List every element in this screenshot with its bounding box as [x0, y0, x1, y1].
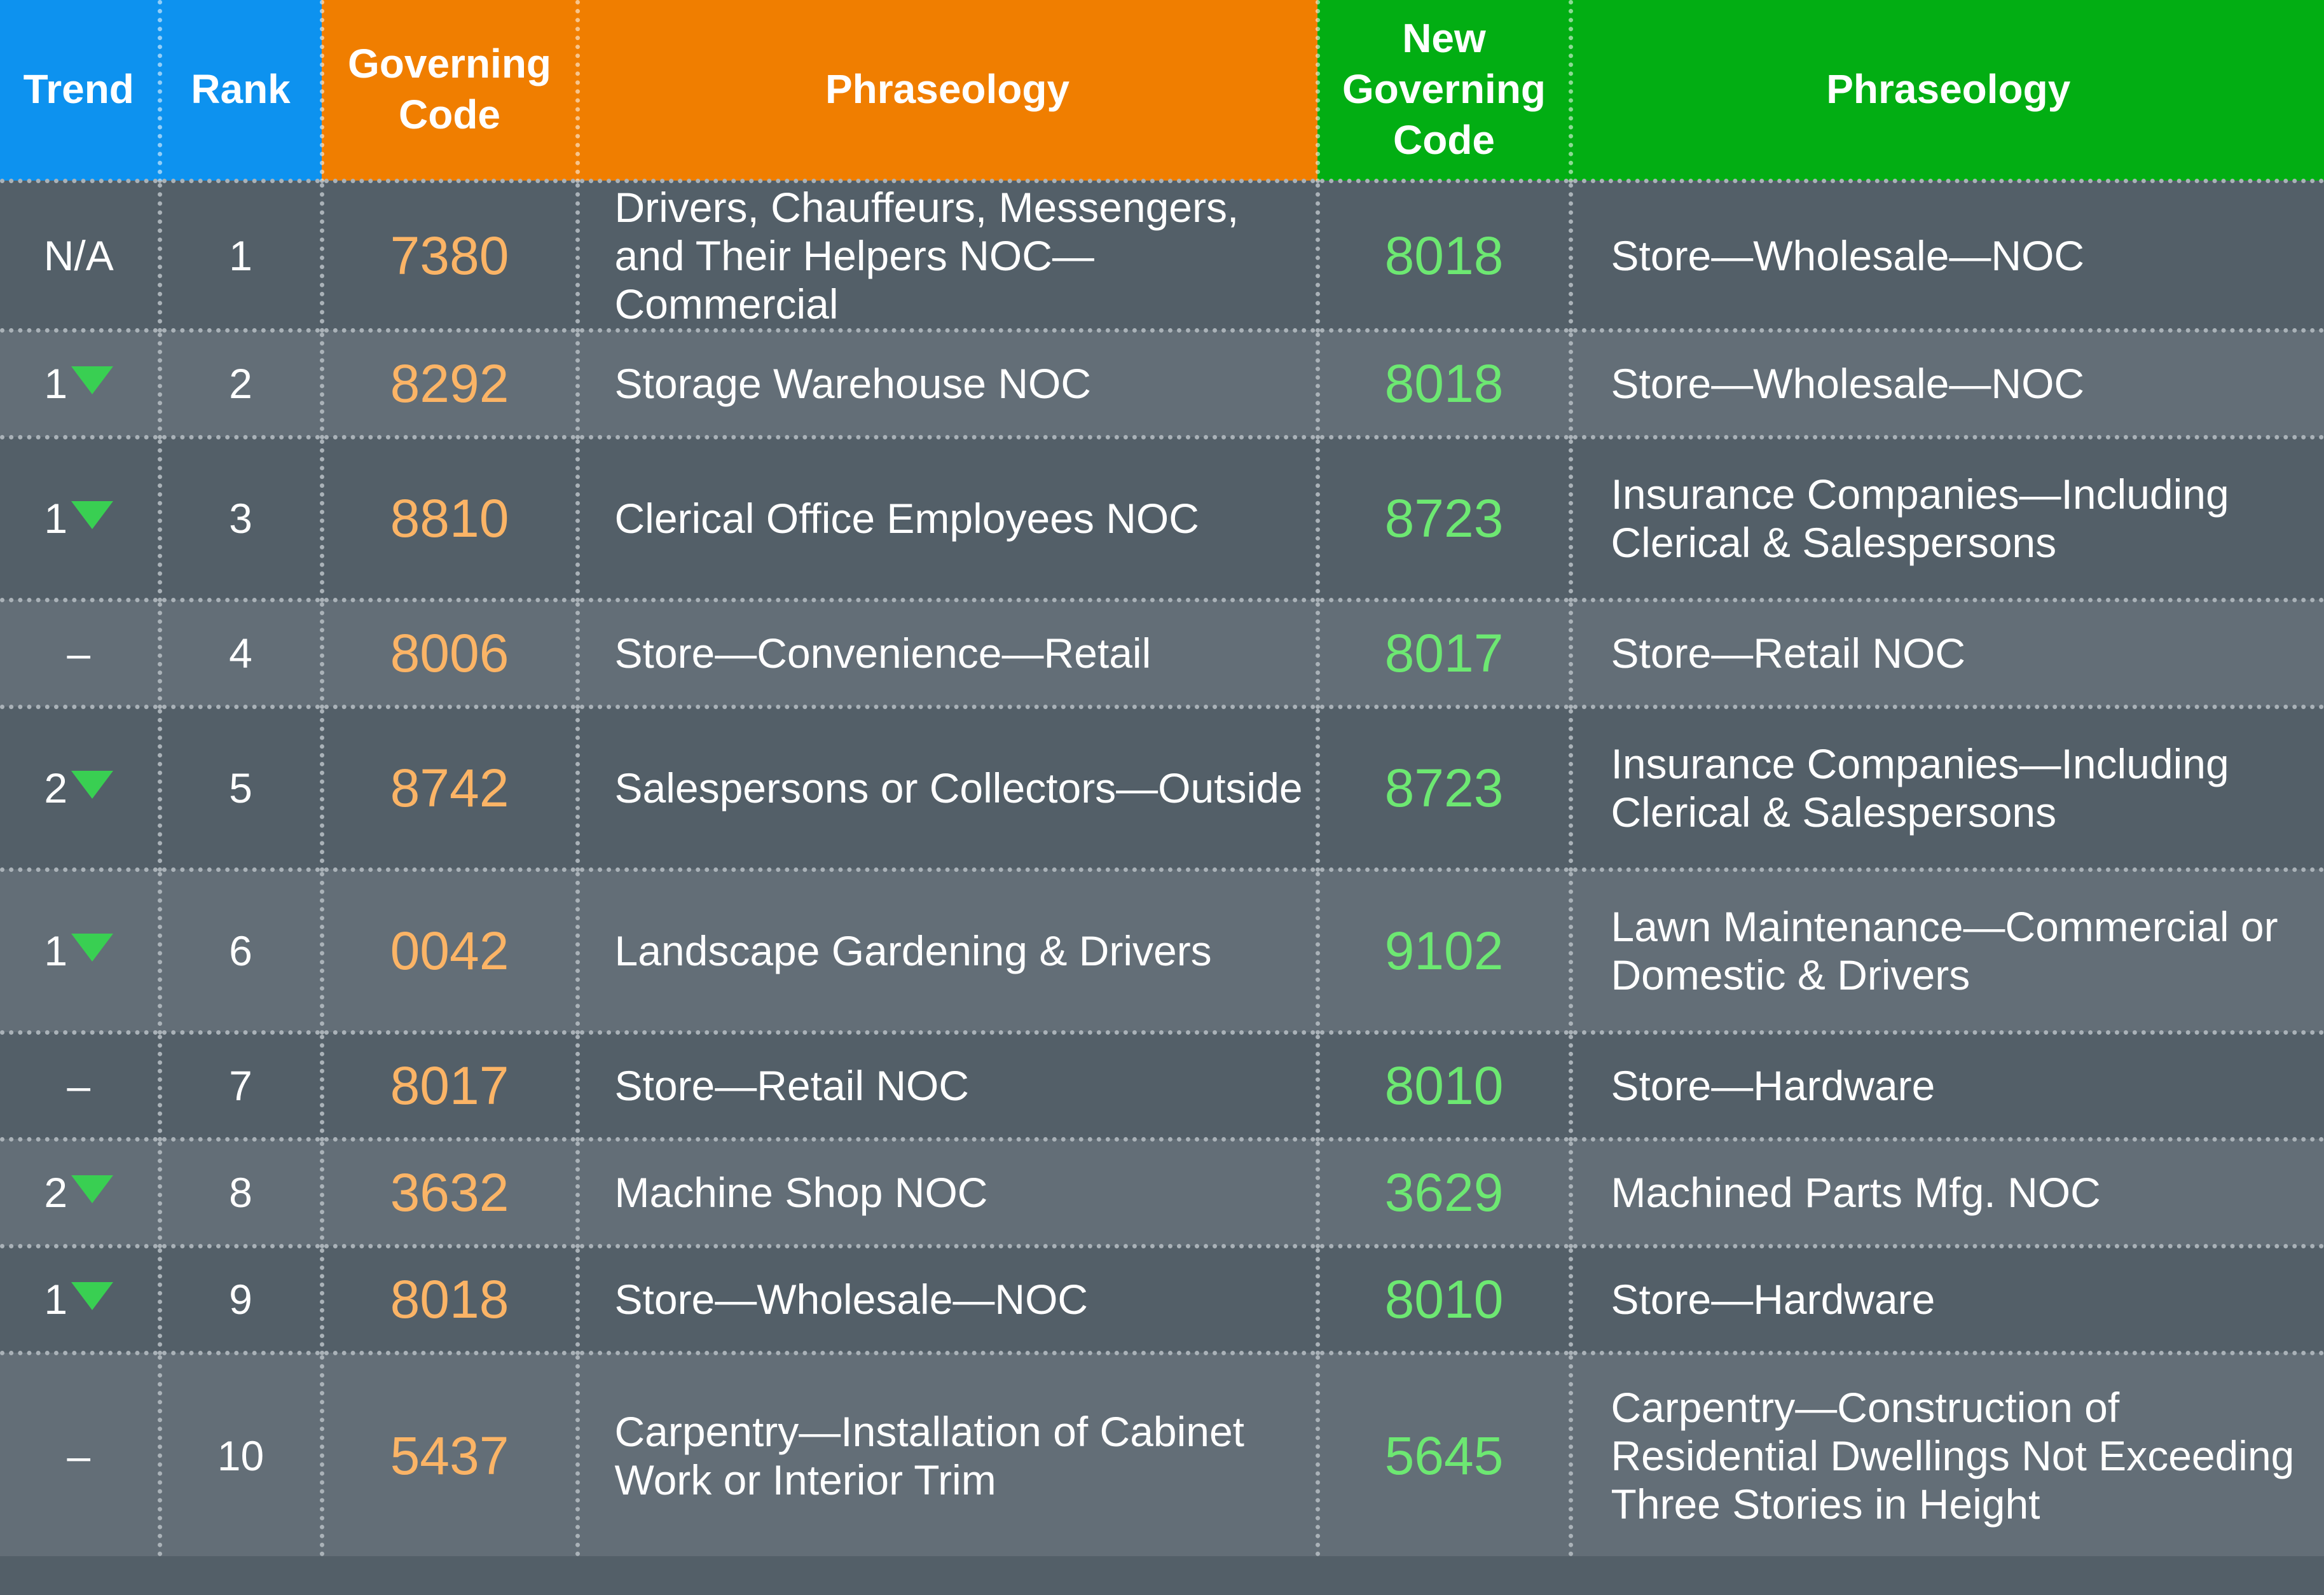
phraseology-cell: Clerical Office Employees NOC	[577, 437, 1320, 600]
header-rank: Rank	[160, 0, 324, 181]
new-phraseology-cell: Store—Wholesale—NOC	[1571, 330, 2324, 437]
table-row: 1 2 8292 Storage Warehouse NOC 8018 Stor…	[0, 330, 2324, 437]
trend-down-icon	[71, 366, 114, 394]
new-governing-code-cell: 3629	[1317, 1139, 1573, 1246]
rank-cell: 10	[160, 1353, 324, 1556]
trend-down-icon	[71, 1282, 114, 1310]
new-phraseology-cell: Insurance Companies—Including Clerical &…	[1571, 707, 2324, 869]
phraseology-cell: Drivers, Chauffeurs, Messengers, and The…	[577, 181, 1320, 330]
table-row: 1 3 8810 Clerical Office Employees NOC 8…	[0, 437, 2324, 600]
governing-code-cell: 3632	[322, 1139, 580, 1246]
rank-cell: 6	[160, 869, 324, 1032]
new-governing-code-cell: 8018	[1317, 181, 1573, 330]
new-governing-code-cell: 8018	[1317, 330, 1573, 437]
header-new-phraseology: Phraseology	[1571, 0, 2324, 181]
trend-down-icon	[71, 934, 114, 962]
rank-cell: 2	[160, 330, 324, 437]
rank-cell: 9	[160, 1246, 324, 1353]
table-row: 1 6 0042 Landscape Gardening & Drivers 9…	[0, 869, 2324, 1032]
new-phraseology-cell: Store—Retail NOC	[1571, 600, 2324, 707]
new-governing-code-cell: 9102	[1317, 869, 1573, 1032]
trend-cell: 2	[0, 707, 162, 869]
trend-cell: 1	[0, 330, 162, 437]
trend-value: –	[67, 630, 91, 677]
table-row: – 4 8006 Store—Convenience—Retail 8017 S…	[0, 600, 2324, 707]
table-row: 1 9 8018 Store—Wholesale—NOC 8010 Store—…	[0, 1246, 2324, 1353]
table-row: 2 8 3632 Machine Shop NOC 3629 Machined …	[0, 1139, 2324, 1246]
header-new-governing-code: New Governing Code	[1317, 0, 1573, 181]
new-governing-code-cell: 8017	[1317, 600, 1573, 707]
phraseology-cell: Store—Retail NOC	[577, 1032, 1320, 1139]
trend-cell: 2	[0, 1139, 162, 1246]
phraseology-cell: Storage Warehouse NOC	[577, 330, 1320, 437]
trend-value: 1	[44, 495, 68, 542]
new-phraseology-cell: Store—Hardware	[1571, 1246, 2324, 1353]
rank-cell: 4	[160, 600, 324, 707]
governing-code-cell: 8017	[322, 1032, 580, 1139]
new-governing-code-cell: 8723	[1317, 437, 1573, 600]
trend-value: –	[67, 1432, 91, 1479]
new-phraseology-cell: Store—Wholesale—NOC	[1571, 181, 2324, 330]
trend-down-icon	[71, 771, 114, 799]
trend-cell: –	[0, 600, 162, 707]
rank-cell: 7	[160, 1032, 324, 1139]
phraseology-cell: Landscape Gardening & Drivers	[577, 869, 1320, 1032]
trend-cell: –	[0, 1032, 162, 1139]
trend-value: 1	[44, 927, 68, 974]
new-governing-code-cell: 5645	[1317, 1353, 1573, 1556]
phraseology-cell: Store—Wholesale—NOC	[577, 1246, 1320, 1353]
trend-cell: –	[0, 1353, 162, 1556]
table-row: 2 5 8742 Salespersons or Collectors—Outs…	[0, 707, 2324, 869]
phraseology-cell: Machine Shop NOC	[577, 1139, 1320, 1246]
rank-cell: 5	[160, 707, 324, 869]
header-row: Trend Rank Governing Code Phraseology Ne…	[0, 0, 2324, 181]
new-phraseology-cell: Store—Hardware	[1571, 1032, 2324, 1139]
trend-cell: 1	[0, 437, 162, 600]
trend-value: 1	[44, 1276, 68, 1323]
header-governing-code: Governing Code	[322, 0, 580, 181]
table-body: N/A 1 7380 Drivers, Chauffeurs, Messenge…	[0, 181, 2324, 1556]
trend-cell: 1	[0, 1246, 162, 1353]
rank-cell: 3	[160, 437, 324, 600]
governing-code-cell: 8810	[322, 437, 580, 600]
governing-code-cell: 8742	[322, 707, 580, 869]
governing-code-cell: 8292	[322, 330, 580, 437]
table-row: – 10 5437 Carpentry—Installation of Cabi…	[0, 1353, 2324, 1556]
trend-cell: N/A	[0, 181, 162, 330]
trend-value: N/A	[43, 231, 114, 279]
new-governing-code-cell: 8010	[1317, 1246, 1573, 1353]
governing-code-cell: 8018	[322, 1246, 580, 1353]
rank-cell: 1	[160, 181, 324, 330]
governing-code-cell: 8006	[322, 600, 580, 707]
new-governing-code-cell: 8010	[1317, 1032, 1573, 1139]
new-governing-code-cell: 8723	[1317, 707, 1573, 869]
phraseology-cell: Store—Convenience—Retail	[577, 600, 1320, 707]
governing-code-cell: 0042	[322, 869, 580, 1032]
phraseology-cell: Carpentry—Installation of Cabinet Work o…	[577, 1353, 1320, 1556]
new-phraseology-cell: Lawn Maintenance—Commercial or Domestic …	[1571, 869, 2324, 1032]
header-trend: Trend	[0, 0, 162, 181]
trend-value: 1	[44, 360, 68, 407]
governing-code-cell: 5437	[322, 1353, 580, 1556]
new-phraseology-cell: Insurance Companies—Including Clerical &…	[1571, 437, 2324, 600]
trend-down-icon	[71, 501, 114, 529]
table-header: Trend Rank Governing Code Phraseology Ne…	[0, 0, 2324, 181]
new-phraseology-cell: Carpentry—Construction of Residential Dw…	[1571, 1353, 2324, 1556]
trend-value: 2	[44, 764, 68, 811]
class-code-table: Trend Rank Governing Code Phraseology Ne…	[0, 0, 2324, 1556]
trend-value: –	[67, 1062, 91, 1109]
trend-down-icon	[71, 1175, 114, 1203]
trend-cell: 1	[0, 869, 162, 1032]
trend-value: 2	[44, 1169, 68, 1216]
governing-code-cell: 7380	[322, 181, 580, 330]
header-phraseology: Phraseology	[577, 0, 1320, 181]
phraseology-cell: Salespersons or Collectors—Outside	[577, 707, 1320, 869]
new-phraseology-cell: Machined Parts Mfg. NOC	[1571, 1139, 2324, 1246]
table-row: – 7 8017 Store—Retail NOC 8010 Store—Har…	[0, 1032, 2324, 1139]
table-row: N/A 1 7380 Drivers, Chauffeurs, Messenge…	[0, 181, 2324, 330]
rank-cell: 8	[160, 1139, 324, 1246]
